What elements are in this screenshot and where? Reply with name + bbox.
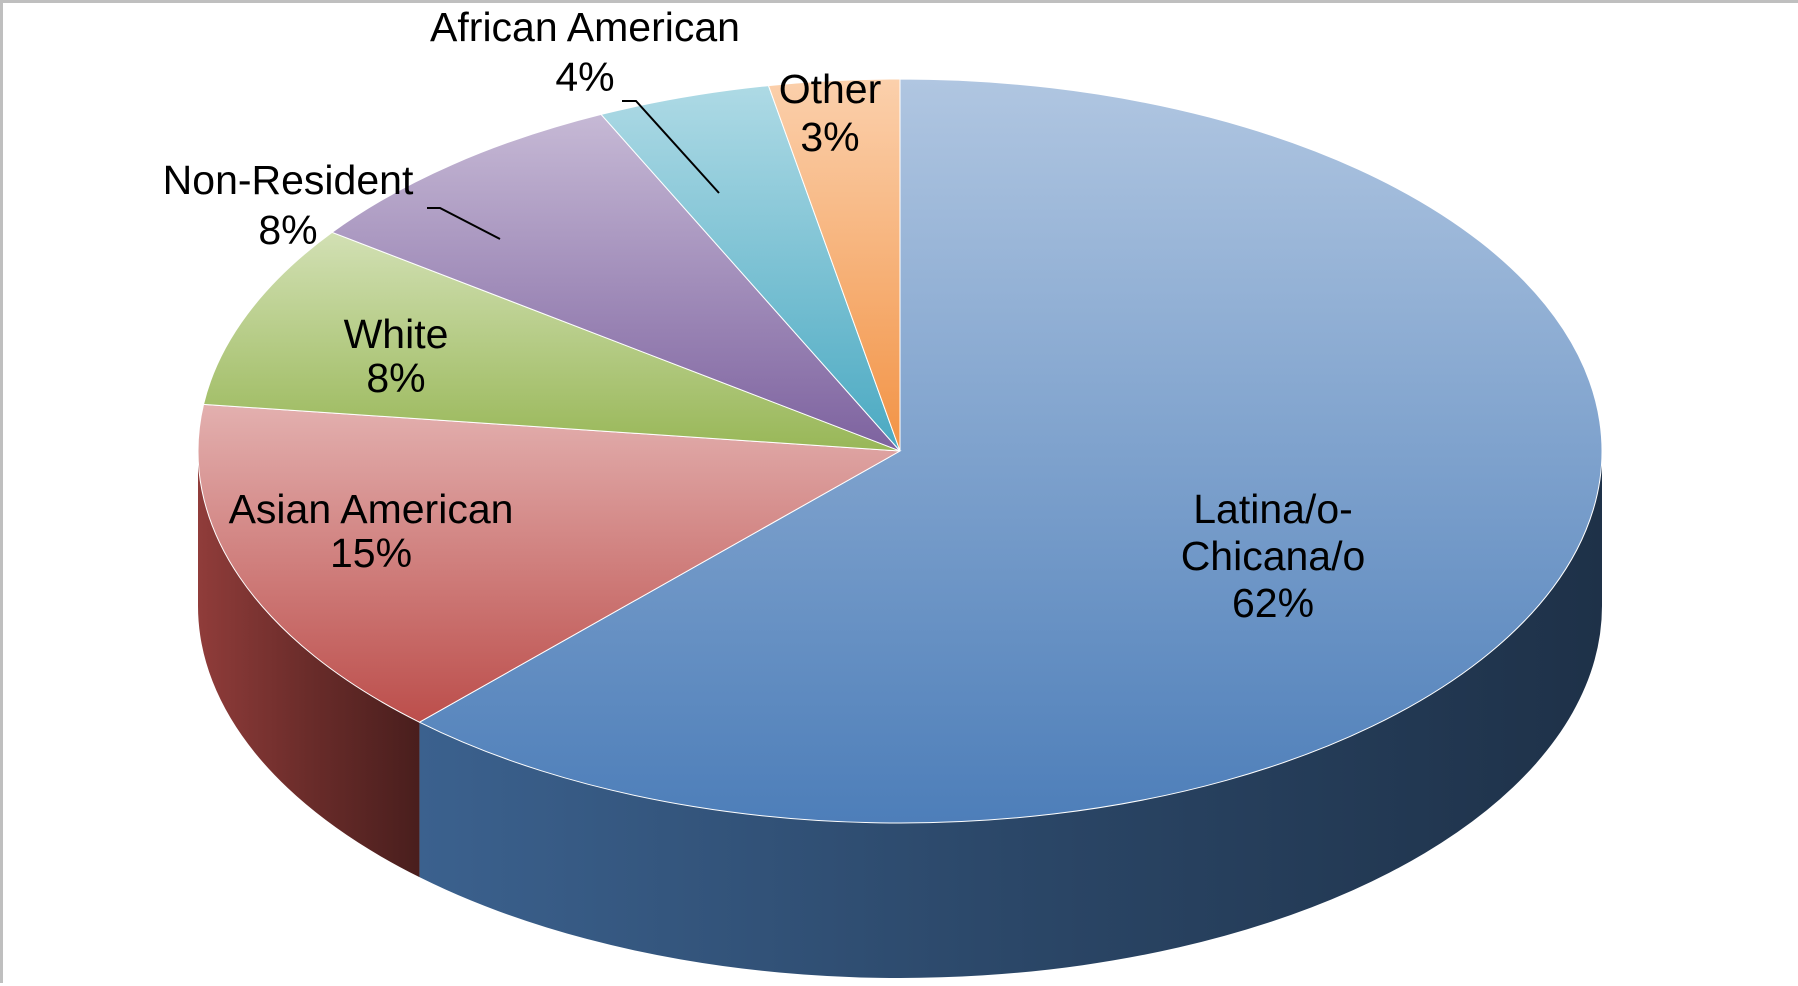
data-label-name: Latina/o- bbox=[1193, 486, 1353, 532]
data-label-value: 8% bbox=[366, 355, 425, 401]
pie-slice-5[interactable] bbox=[767, 78, 901, 452]
pie-top-layer bbox=[197, 78, 1603, 824]
data-label-name: White bbox=[344, 311, 449, 357]
data-label-5: Other 3% bbox=[779, 66, 882, 160]
data-label-name: Other bbox=[779, 66, 882, 112]
data-label-name: African American bbox=[430, 4, 740, 50]
pie-slice-side-0 bbox=[419, 451, 1602, 979]
leader-lines bbox=[427, 100, 720, 240]
data-label-2: White 8% bbox=[344, 311, 449, 401]
pie-slice-1[interactable] bbox=[197, 403, 902, 723]
pie-slice-2[interactable] bbox=[202, 231, 901, 452]
data-label-0: Latina/o-Chicana/o 62% bbox=[1181, 486, 1366, 626]
data-label-name: Asian American bbox=[229, 486, 514, 532]
data-label-value: 15% bbox=[330, 530, 412, 576]
data-labels: Latina/o-Chicana/o 62% Asian American 15% Wh… bbox=[163, 4, 1366, 626]
data-label-name: Non-Resident bbox=[163, 157, 414, 203]
data-label-3: Non-Resident 8% bbox=[163, 157, 414, 253]
pie-slice-3[interactable] bbox=[331, 113, 901, 452]
leader-line-3 bbox=[427, 207, 501, 240]
pie-slice-side-1 bbox=[198, 451, 420, 878]
pie-side-layer bbox=[198, 451, 1602, 979]
pie-slice-0[interactable] bbox=[418, 78, 1603, 824]
data-label-value: 3% bbox=[800, 114, 859, 160]
leader-line-4 bbox=[622, 100, 720, 194]
data-label-value: 8% bbox=[258, 207, 317, 253]
pie-chart: Latina/o-Chicana/o 62% Asian American 15% Wh… bbox=[163, 4, 1603, 979]
data-label-name: Chicana/o bbox=[1181, 533, 1366, 579]
data-label-4: African American 4% bbox=[430, 4, 740, 100]
data-label-value: 62% bbox=[1232, 580, 1314, 626]
data-label-1: Asian American 15% bbox=[229, 486, 514, 576]
data-label-value: 4% bbox=[555, 54, 614, 100]
